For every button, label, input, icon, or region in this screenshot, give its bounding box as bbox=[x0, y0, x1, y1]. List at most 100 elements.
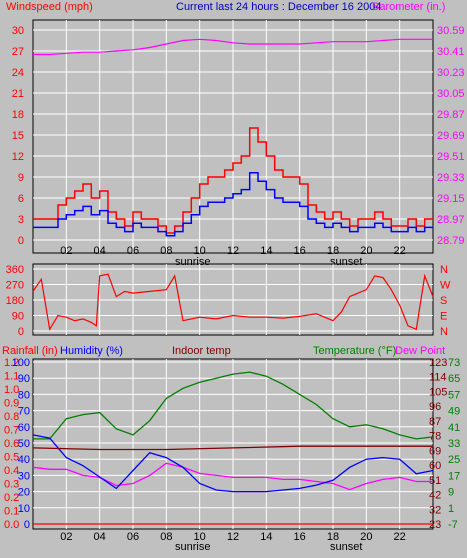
barometer-tick-label: 30.59 bbox=[437, 25, 465, 37]
rainfall-tick-label: 0.1 bbox=[4, 506, 19, 518]
windspeed-tick-labels: 0 3 6 9 12 15 18 21 24 27 30 bbox=[12, 25, 24, 247]
indoor-temp-tick-label: 87 bbox=[429, 416, 441, 428]
sunrise-label: sunrise bbox=[175, 256, 210, 268]
direction-degree-labels: 0 90 180 270 360 bbox=[6, 264, 24, 338]
windspeed-tick-label: 24 bbox=[12, 67, 24, 79]
time-tick-label: 20 bbox=[360, 531, 372, 543]
barometer-tick-label: 29.51 bbox=[437, 151, 465, 163]
time-tick-label: 22 bbox=[394, 245, 406, 257]
indoor-temp-tick-label: 42 bbox=[429, 490, 441, 502]
humidity-tick-label: 100 bbox=[12, 357, 30, 369]
rainfall-tick-label: 0.2 bbox=[4, 492, 19, 504]
temperature-tick-labels: -7 1 9 17 25 33 41 49 57 65 73 bbox=[448, 357, 460, 531]
rainfall-tick-label: 0.9 bbox=[4, 398, 19, 410]
humidity-tick-label: 80 bbox=[18, 389, 30, 401]
time-tick-label: 22 bbox=[394, 531, 406, 543]
humidity-tick-label: 90 bbox=[18, 373, 30, 385]
compass-tick-label: E bbox=[440, 311, 447, 323]
rainfall-tick-label: 1.2 bbox=[4, 357, 19, 369]
temperature-tick-label: 65 bbox=[448, 373, 460, 385]
sunset-label-bottom: sunset bbox=[330, 541, 362, 553]
humidity-tick-label: 30 bbox=[18, 470, 30, 482]
windspeed-tick-label: 9 bbox=[18, 172, 24, 184]
time-tick-label: 20 bbox=[360, 245, 372, 257]
direction-panel-grid bbox=[33, 264, 433, 335]
indoor-temp-tick-label: 23 bbox=[429, 519, 441, 531]
barometer-tick-label: 28.97 bbox=[437, 214, 465, 226]
indoor-temp-series bbox=[32, 445, 433, 451]
compass-tick-label: W bbox=[440, 280, 451, 292]
temperature-axis-label: Temperature (°F) bbox=[313, 345, 396, 357]
rainfall-tick-label: 0.8 bbox=[4, 411, 19, 423]
humidity-tick-label: 0 bbox=[24, 519, 30, 531]
humidity-tick-label: 50 bbox=[18, 438, 30, 450]
humidity-tick-label: 70 bbox=[18, 406, 30, 418]
indoor-temp-tick-labels: 23 32 42 51 60 69 78 87 96 105 114 123 bbox=[429, 357, 447, 531]
rainfall-tick-label: 0.3 bbox=[4, 479, 19, 491]
rainfall-tick-label: 1.1 bbox=[4, 371, 19, 383]
humidity-tick-label: 10 bbox=[18, 503, 30, 515]
temperature-tick-label: 33 bbox=[448, 438, 460, 450]
windspeed-axis-label: Windspeed (mph) bbox=[6, 1, 93, 13]
windspeed-tick-label: 30 bbox=[12, 25, 24, 37]
indoor-temp-tick-label: 114 bbox=[429, 372, 447, 384]
windspeed-tick-label: 0 bbox=[18, 235, 24, 247]
temp-panel-series bbox=[32, 371, 434, 525]
windspeed-tick-label: 6 bbox=[18, 193, 24, 205]
time-tick-label: 10 bbox=[194, 531, 206, 543]
humidity-tick-labels: 0 10 20 30 40 50 60 70 80 90 100 bbox=[12, 357, 30, 531]
time-tick-label: 10 bbox=[194, 245, 206, 257]
indoor-temp-tick-label: 123 bbox=[429, 357, 447, 369]
rainfall-tick-label: 0.6 bbox=[4, 438, 19, 450]
rainfall-tick-labels: 0.00.1 0.20.3 0.40.5 0.60.7 0.80.9 1.01.1 1.2 bbox=[4, 357, 19, 531]
indoor-temp-tick-label: 105 bbox=[429, 386, 447, 398]
dewpoint-axis-label: Dew Point bbox=[395, 345, 445, 357]
temperature-tick-label: 41 bbox=[448, 422, 460, 434]
temperature-series bbox=[33, 371, 434, 440]
barometer-tick-label: 30.23 bbox=[437, 67, 465, 79]
indoor-temp-tick-label: 60 bbox=[429, 460, 441, 472]
barometer-tick-label: 29.69 bbox=[437, 130, 465, 142]
windspeed-series bbox=[33, 127, 433, 234]
barometer-tick-label: 30.41 bbox=[437, 46, 465, 58]
humidity-tick-label: 40 bbox=[18, 454, 30, 466]
rainfall-tick-label: 1.0 bbox=[4, 384, 19, 396]
sunrise-label-bottom: sunrise bbox=[175, 541, 210, 553]
time-tick-label: 02 bbox=[60, 531, 72, 543]
direction-tick-label: 180 bbox=[6, 295, 24, 307]
time-tick-label: 12 bbox=[227, 245, 239, 257]
temperature-tick-label: 25 bbox=[448, 454, 460, 466]
windspeed-tick-label: 21 bbox=[12, 88, 24, 100]
temperature-tick-label: 1 bbox=[448, 503, 454, 515]
windspeed-tick-label: 18 bbox=[12, 109, 24, 121]
direction-tick-label: 90 bbox=[12, 311, 24, 323]
barometer-series bbox=[33, 38, 433, 56]
barometer-tick-label: 29.33 bbox=[437, 172, 465, 184]
wind-panel-grid bbox=[33, 20, 433, 253]
temperature-tick-label: 17 bbox=[448, 470, 460, 482]
time-tick-label: 18 bbox=[327, 245, 339, 257]
windspeed-tick-label: 27 bbox=[12, 46, 24, 58]
time-tick-label: 12 bbox=[227, 531, 239, 543]
direction-tick-label: 270 bbox=[6, 280, 24, 292]
barometer-tick-label: 29.15 bbox=[437, 193, 465, 205]
humidity-tick-label: 60 bbox=[18, 422, 30, 434]
time-tick-label: 06 bbox=[127, 531, 139, 543]
sunset-label: sunset bbox=[330, 256, 362, 268]
indoor-temp-tick-label: 69 bbox=[429, 445, 441, 457]
time-tick-label: 18 bbox=[327, 531, 339, 543]
temp-panel-grid bbox=[33, 359, 433, 529]
indoor-temp-axis-label: Indoor temp bbox=[172, 345, 231, 357]
wind-panel-time-labels: 02 04 06 08 10 12 14 16 18 20 22 bbox=[60, 245, 406, 257]
time-tick-label: 16 bbox=[294, 245, 306, 257]
time-tick-label: 04 bbox=[94, 531, 106, 543]
chart-title: Current last 24 hours : December 16 2004 bbox=[176, 1, 381, 13]
indoor-temp-tick-label: 78 bbox=[429, 431, 441, 443]
compass-tick-label: N bbox=[440, 264, 448, 276]
direction-tick-label: 0 bbox=[18, 326, 24, 338]
time-tick-label: 06 bbox=[127, 245, 139, 257]
humidity-axis-label: Humidity (%) bbox=[60, 345, 123, 357]
